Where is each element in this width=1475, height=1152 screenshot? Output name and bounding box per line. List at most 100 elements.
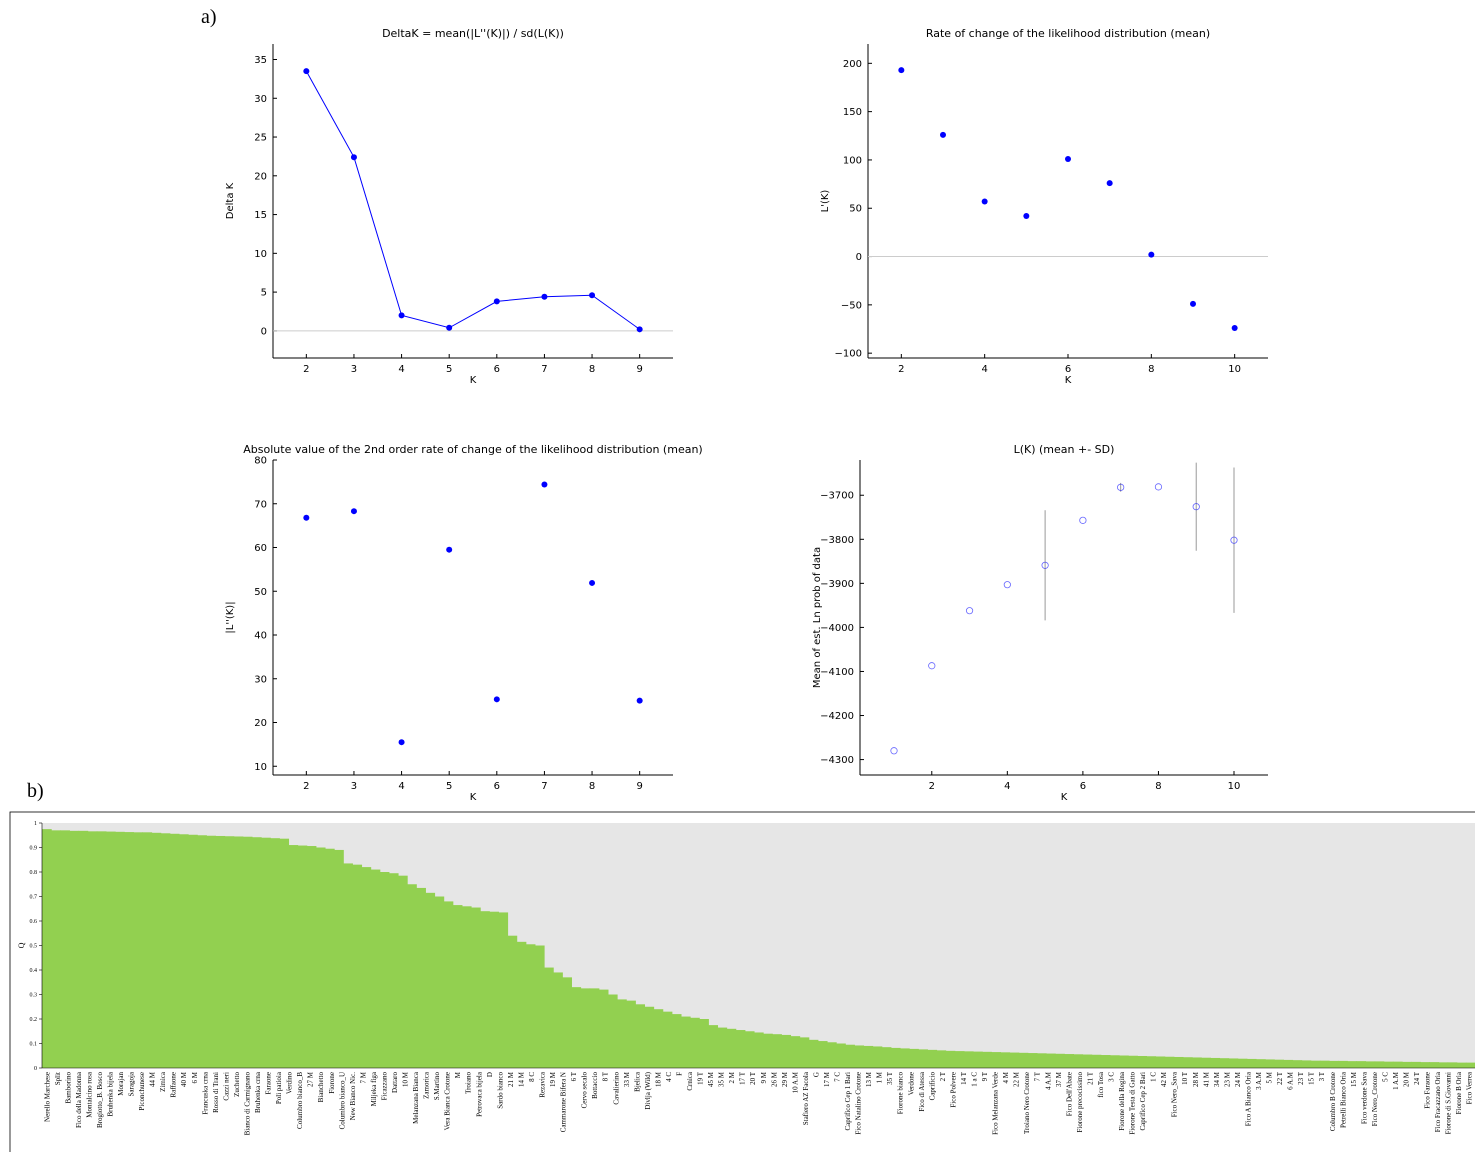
q-bar [1420,1062,1430,1068]
sample-label: S.Martino [433,1072,441,1101]
y-tick-label: 15 [254,210,267,221]
data-point [1003,581,1011,589]
q-bar [105,831,116,1068]
q-bar [51,830,61,1068]
q-bar [553,972,563,1068]
y-tick-label: 0.5 [30,944,38,950]
q-bar [407,884,417,1068]
sample-label: 41 M [1202,1071,1210,1087]
structure-q-chart: 0 0.1 0.2 0.3 0.4 0.5 0.6 0.7 0.8 0.9 1 Q Nerello Ma… [9,811,1475,1152]
sample-label: Fiorone Testa di Gatto [1129,1072,1137,1135]
q-bar [744,1031,755,1068]
y-tick-label: 30 [254,674,267,685]
q-bar [735,1030,746,1068]
q-bar [1137,1055,1148,1068]
sample-label: 17 M [823,1071,831,1087]
q-bar [1219,1058,1230,1068]
q-bar [790,1036,801,1068]
x-tick-label: 6 [1080,781,1086,792]
x-tick-label: 7 [541,781,547,792]
sample-label: 8 T [602,1071,610,1081]
y-tick-label: 20 [254,171,267,182]
q-bar [571,987,582,1068]
y-tick-label: 0.7 [30,895,38,901]
sample-label: Brogiotto_B. Bosco [96,1072,104,1129]
q-bar [1046,1053,1056,1068]
sample-label: Petrelli Bianco Oria [1339,1071,1347,1128]
sample-label: M [454,1071,462,1078]
x-tick-label: 7 [541,364,547,375]
chart-title: DeltaK = mean(|L''(K)|) / sd(L(K)) [382,27,564,40]
sample-label: 45 M [707,1071,715,1087]
y-tick-label: −3900 [820,579,854,590]
q-bar [507,935,518,1068]
x-tick-label: 3 [351,364,357,375]
q-bar [589,988,600,1068]
y-tick-label: −4100 [820,667,854,678]
sample-label: 23 T [1297,1071,1305,1085]
sample-label: 35 T [886,1071,894,1085]
q-bar [1456,1062,1467,1068]
y-tick-label: 100 [843,155,862,166]
sample-label: Divlja (Wild) [644,1071,652,1109]
data-point [1023,212,1030,219]
q-bar [1082,1054,1093,1068]
sample-label: Raffaone [170,1072,178,1098]
sample-label: Fico Faraone [1424,1072,1432,1109]
q-bar [379,872,390,1068]
sample-label: 1 A.M [1392,1071,1400,1090]
sample-label: Fico Fracazzano Oria [1434,1071,1442,1132]
sample-label: 9 M [760,1071,768,1083]
q-bar [562,977,572,1068]
y-tick-label: 70 [254,499,267,510]
q-bar [60,830,70,1068]
q-bar [1146,1056,1157,1068]
sample-label: Rosso di Trani [212,1072,220,1113]
sample-label: Poli patioia [275,1071,283,1104]
rate-of-change-chart: Rate of change of the likelihood distrib… [820,27,1268,386]
sample-label: 20 M [1403,1071,1411,1087]
sample-label: 21 T [1086,1071,1094,1085]
x-tick-label: 10 [1228,364,1241,375]
sample-label: Fico Verrea [1466,1071,1474,1104]
q-bar [826,1042,837,1068]
x-tick-label: 2 [303,364,309,375]
q-bar [1237,1058,1248,1068]
sample-label: 7 C [834,1072,842,1082]
q-bar [1109,1055,1120,1068]
q-bar [909,1048,919,1068]
q-bar [416,887,426,1068]
data-point [965,607,974,615]
y-axis-label: |L''(K)| [225,601,236,633]
data-point [1190,300,1196,307]
y-tick-label: −4300 [820,755,854,766]
y-tick-label: 0.3 [30,993,38,999]
sample-label: Fico Nero_Crotone [1371,1072,1379,1126]
q-bar [1100,1055,1111,1068]
q-bar [160,833,171,1068]
q-bar [1128,1055,1138,1068]
y-tick-label: 40 [254,631,267,642]
sample-label: Fico di Atessa [918,1071,926,1112]
x-tick-label: 4 [398,781,404,792]
y-tick-label: 60 [254,543,267,554]
sample-label: Zuchetto [233,1072,241,1097]
q-bar [1073,1054,1084,1068]
q-bar [635,1004,646,1068]
sample-label: 13 M [865,1071,873,1087]
chart-title: Absolute value of the 2nd order rate of … [243,443,702,456]
q-bar [1000,1052,1011,1068]
q-bar [1210,1057,1221,1068]
sample-label: Bruhenka crna [254,1071,262,1113]
data-point [1154,483,1163,491]
y-tick-label: 0 [261,326,267,337]
x-tick-label: 8 [1148,364,1154,375]
sample-label: 19 T [697,1071,705,1085]
sample-label: Troiano [465,1072,473,1094]
sample-label: Saragoja [128,1071,136,1096]
q-bar [1173,1056,1184,1068]
q-bar [115,831,125,1068]
x-tick-label: 4 [1004,781,1010,792]
q-bar [1119,1055,1129,1068]
